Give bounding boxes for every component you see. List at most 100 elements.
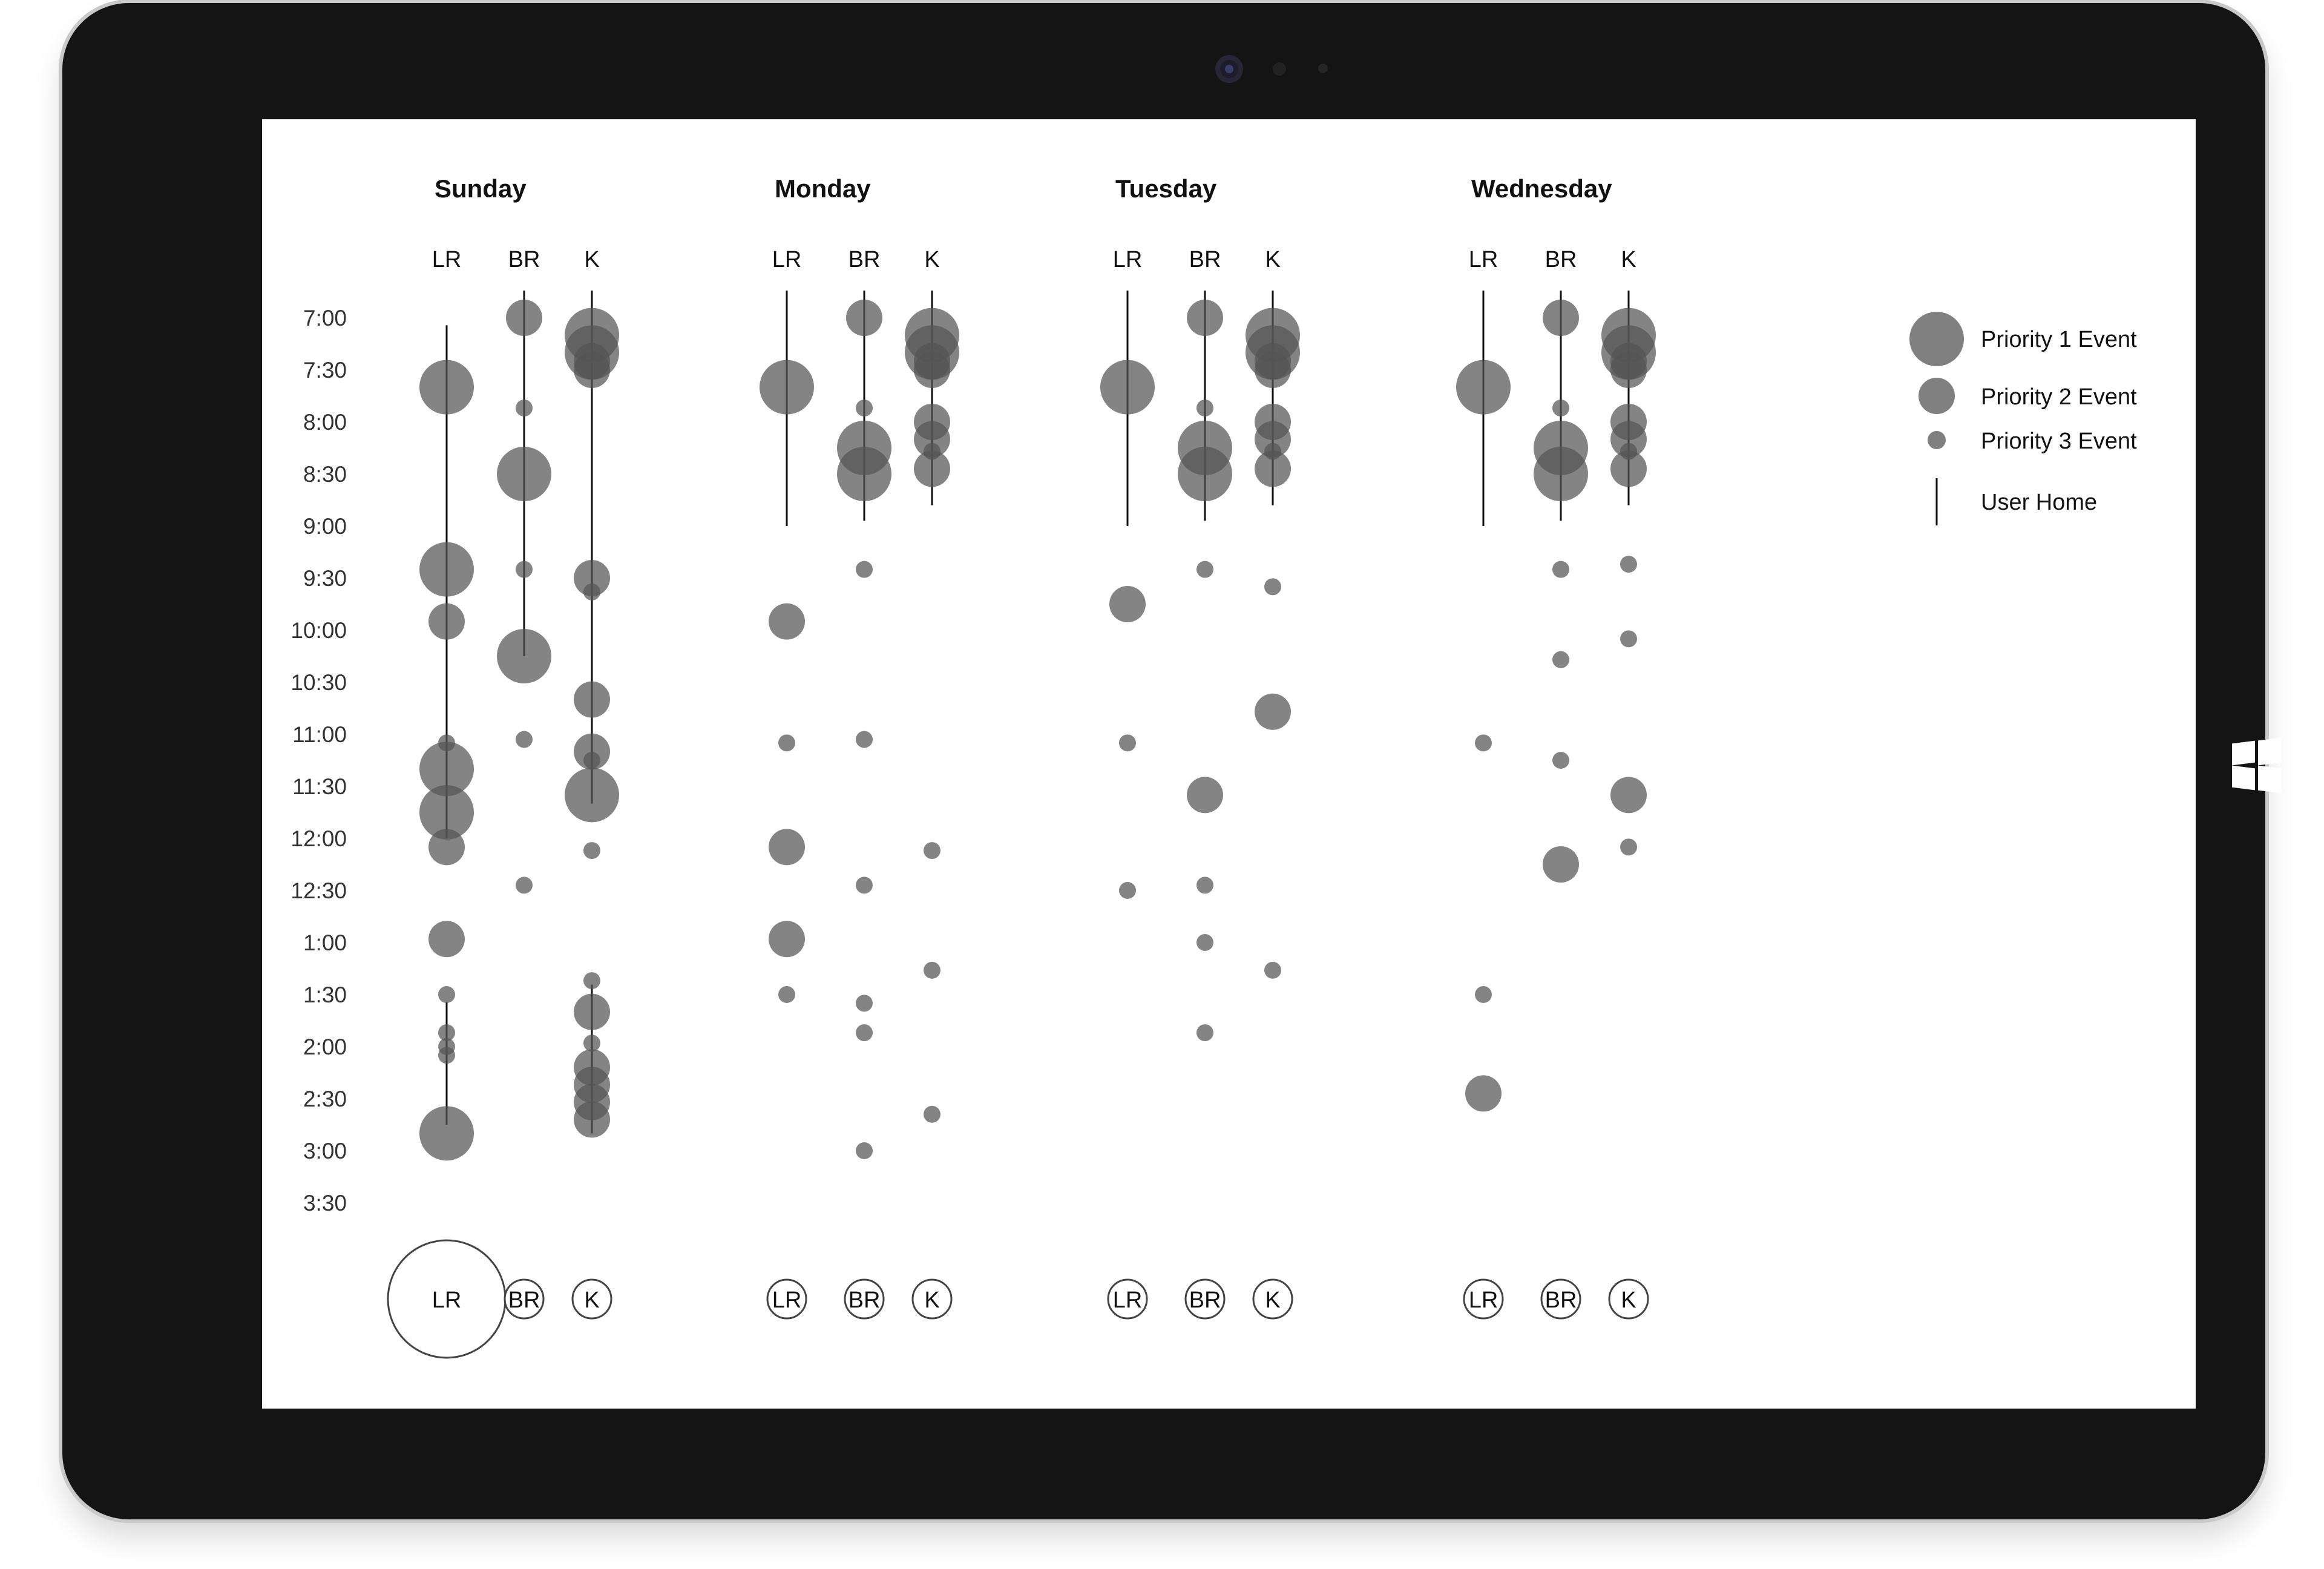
- event-dot-priority3[interactable]: [856, 1024, 873, 1042]
- event-dot-priority2[interactable]: [914, 352, 950, 388]
- event-dot-priority2[interactable]: [574, 993, 610, 1030]
- event-dot-priority2[interactable]: [1543, 846, 1579, 883]
- event-dot-priority3[interactable]: [924, 842, 940, 860]
- event-dot-priority3[interactable]: [1552, 651, 1569, 668]
- event-dot-priority3[interactable]: [1475, 734, 1492, 752]
- room-button-br[interactable]: BR: [1184, 1278, 1226, 1320]
- event-dot-priority2[interactable]: [769, 603, 805, 640]
- event-dot-priority2[interactable]: [1109, 586, 1146, 622]
- event-dot-priority1[interactable]: [1534, 447, 1588, 501]
- room-button-ring[interactable]: [504, 1278, 545, 1320]
- event-dot-priority2[interactable]: [846, 300, 882, 336]
- room-button-ring[interactable]: [1107, 1278, 1148, 1320]
- event-dot-priority2[interactable]: [1610, 352, 1647, 388]
- room-button-ring[interactable]: [1463, 1278, 1504, 1320]
- event-dot-priority3[interactable]: [1620, 630, 1637, 648]
- event-dot-priority3[interactable]: [1196, 1024, 1213, 1042]
- event-dot-priority2[interactable]: [1187, 300, 1223, 336]
- event-dot-priority2[interactable]: [1465, 1075, 1502, 1112]
- event-dot-priority1[interactable]: [1178, 447, 1232, 501]
- event-dot-priority1[interactable]: [565, 768, 619, 823]
- room-button-br[interactable]: BR: [844, 1278, 885, 1320]
- event-dot-priority3[interactable]: [1196, 877, 1213, 894]
- event-dot-priority3[interactable]: [1119, 734, 1136, 752]
- room-button-ring[interactable]: [1540, 1278, 1581, 1320]
- room-button-k[interactable]: K: [1252, 1278, 1293, 1320]
- event-dot-priority2[interactable]: [574, 1101, 610, 1138]
- event-dot-priority1[interactable]: [419, 1106, 474, 1161]
- room-button-ring[interactable]: [766, 1278, 807, 1320]
- room-button-ring[interactable]: [1252, 1278, 1293, 1320]
- event-dot-priority2[interactable]: [574, 560, 610, 596]
- event-dot-priority1[interactable]: [419, 360, 474, 415]
- event-dot-priority2[interactable]: [574, 681, 610, 718]
- event-dot-priority3[interactable]: [856, 731, 873, 748]
- event-dot-priority3[interactable]: [438, 986, 455, 1003]
- room-button-ring[interactable]: [1184, 1278, 1226, 1320]
- event-dot-priority3[interactable]: [856, 877, 873, 894]
- event-dot-priority2[interactable]: [1187, 777, 1223, 814]
- event-dot-priority2[interactable]: [769, 921, 805, 958]
- event-dot-priority3[interactable]: [1264, 961, 1281, 979]
- event-dot-priority2[interactable]: [506, 300, 542, 336]
- event-dot-priority1[interactable]: [419, 785, 474, 840]
- event-dot-priority2[interactable]: [1255, 352, 1291, 388]
- event-dot-priority3[interactable]: [438, 1047, 455, 1064]
- event-dot-priority1[interactable]: [497, 629, 551, 683]
- room-button-lr[interactable]: LR: [387, 1239, 507, 1359]
- event-dot-priority3[interactable]: [516, 400, 533, 417]
- room-button-br[interactable]: BR: [504, 1278, 545, 1320]
- room-button-ring[interactable]: [911, 1278, 953, 1320]
- event-dot-priority1[interactable]: [1456, 360, 1511, 415]
- event-dot-priority3[interactable]: [583, 752, 600, 769]
- event-dot-priority2[interactable]: [428, 603, 465, 640]
- event-dot-priority2[interactable]: [1610, 777, 1647, 814]
- event-dot-priority2[interactable]: [428, 921, 465, 958]
- event-dot-priority2[interactable]: [574, 733, 610, 770]
- room-button-ring[interactable]: [1608, 1278, 1649, 1320]
- event-dot-priority3[interactable]: [516, 561, 533, 578]
- event-dot-priority2[interactable]: [428, 829, 465, 866]
- event-dot-priority2[interactable]: [769, 829, 805, 866]
- event-dot-priority1[interactable]: [837, 447, 891, 501]
- event-dot-priority3[interactable]: [1552, 752, 1569, 769]
- event-dot-priority3[interactable]: [856, 1142, 873, 1159]
- room-button-lr[interactable]: LR: [766, 1278, 807, 1320]
- event-dot-priority3[interactable]: [438, 734, 455, 752]
- event-dot-priority3[interactable]: [583, 972, 600, 990]
- event-dot-priority3[interactable]: [924, 961, 940, 979]
- event-dot-priority3[interactable]: [924, 1105, 940, 1123]
- event-dot-priority2[interactable]: [1543, 300, 1579, 336]
- event-dot-priority3[interactable]: [856, 995, 873, 1012]
- event-dot-priority3[interactable]: [1119, 882, 1136, 899]
- event-dot-priority1[interactable]: [419, 742, 474, 797]
- room-button-br[interactable]: BR: [1540, 1278, 1581, 1320]
- event-dot-priority3[interactable]: [583, 1034, 600, 1052]
- event-dot-priority3[interactable]: [516, 877, 533, 894]
- event-dot-priority3[interactable]: [516, 731, 533, 748]
- event-dot-priority2[interactable]: [1610, 421, 1647, 458]
- event-dot-priority3[interactable]: [856, 561, 873, 578]
- room-button-ring[interactable]: [844, 1278, 885, 1320]
- event-dot-priority3[interactable]: [1264, 578, 1281, 596]
- room-button-lr[interactable]: LR: [1463, 1278, 1504, 1320]
- event-dot-priority2[interactable]: [574, 352, 610, 388]
- event-dot-priority3[interactable]: [1552, 561, 1569, 578]
- event-dot-priority2[interactable]: [914, 421, 950, 458]
- room-button-k[interactable]: K: [571, 1278, 612, 1320]
- event-dot-priority3[interactable]: [1196, 934, 1213, 951]
- event-dot-priority1[interactable]: [419, 542, 474, 597]
- event-dot-priority3[interactable]: [1475, 986, 1492, 1003]
- event-dot-priority3[interactable]: [1196, 400, 1213, 417]
- event-dot-priority3[interactable]: [583, 583, 600, 600]
- room-button-lr[interactable]: LR: [1107, 1278, 1148, 1320]
- event-dot-priority3[interactable]: [438, 1024, 455, 1042]
- event-dot-priority3[interactable]: [1620, 556, 1637, 573]
- room-button-k[interactable]: K: [911, 1278, 953, 1320]
- event-dot-priority1[interactable]: [1100, 360, 1155, 415]
- event-dot-priority1[interactable]: [497, 447, 551, 501]
- event-dot-priority3[interactable]: [778, 734, 795, 752]
- event-dot-priority3[interactable]: [583, 842, 600, 860]
- event-dot-priority3[interactable]: [1552, 400, 1569, 417]
- event-dot-priority2[interactable]: [1610, 450, 1647, 487]
